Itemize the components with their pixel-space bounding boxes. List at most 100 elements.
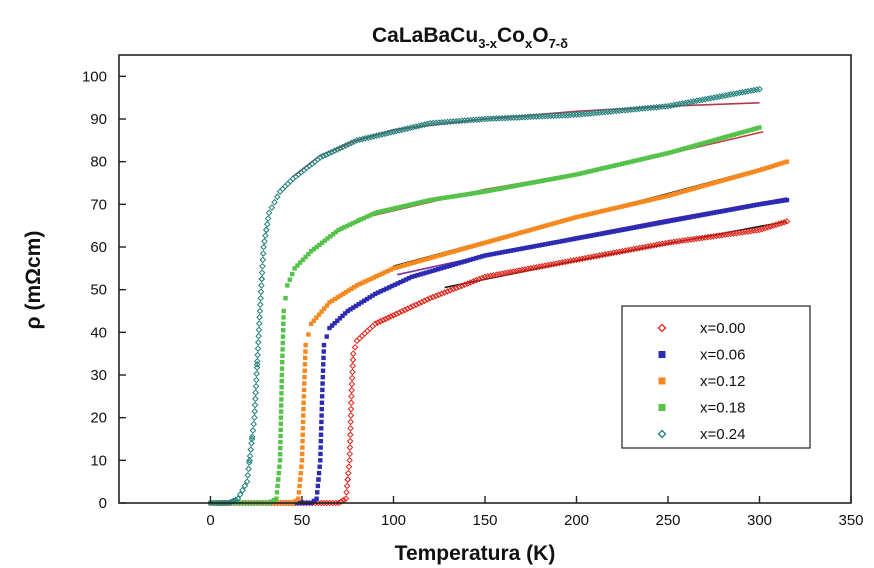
data-point xyxy=(414,259,419,265)
data-point xyxy=(661,239,669,247)
data-point xyxy=(498,270,506,277)
data-point xyxy=(260,243,267,251)
data-point xyxy=(421,271,426,276)
data-point xyxy=(427,197,433,203)
data-point xyxy=(617,204,622,210)
data-point xyxy=(300,445,305,450)
data-point xyxy=(252,389,260,396)
data-point xyxy=(645,155,651,160)
data-point xyxy=(761,224,769,232)
data-point xyxy=(395,309,403,316)
x-tick-label: 100 xyxy=(381,512,406,529)
data-point xyxy=(711,138,716,143)
data-point xyxy=(361,215,367,221)
data-point xyxy=(600,231,605,236)
data-point xyxy=(398,126,406,134)
data-point xyxy=(636,244,643,252)
data-point xyxy=(387,313,395,320)
data-point xyxy=(525,181,531,186)
data-point xyxy=(604,108,612,116)
data-point xyxy=(457,247,462,253)
data-point xyxy=(525,245,531,250)
data-point xyxy=(404,125,411,132)
data-point xyxy=(556,259,563,267)
data-point xyxy=(648,197,654,202)
data-point xyxy=(522,229,528,234)
data-point xyxy=(743,204,748,210)
data-point xyxy=(345,140,352,148)
data-point xyxy=(630,245,637,253)
data-point xyxy=(733,90,740,97)
data-point xyxy=(664,102,672,110)
data-point xyxy=(574,172,579,177)
data-point xyxy=(508,248,513,253)
data-point xyxy=(290,271,295,277)
data-point xyxy=(753,227,760,234)
data-point xyxy=(574,214,579,220)
data-point xyxy=(375,209,381,215)
data-point xyxy=(314,244,319,250)
data-point xyxy=(342,495,350,503)
data-point xyxy=(560,174,565,180)
y-tick-label: 40 xyxy=(90,324,107,341)
data-point xyxy=(521,266,529,273)
data-point xyxy=(442,195,447,201)
data-point xyxy=(541,262,549,269)
data-point xyxy=(454,248,459,253)
data-point xyxy=(261,238,268,245)
data-point xyxy=(471,256,476,262)
data-point xyxy=(750,86,758,94)
data-point xyxy=(501,269,509,277)
data-point xyxy=(276,470,282,476)
data-point xyxy=(410,201,415,207)
data-point xyxy=(404,305,411,313)
data-point xyxy=(628,226,634,231)
data-point xyxy=(392,282,398,287)
data-point xyxy=(250,420,257,428)
data-point xyxy=(548,241,553,246)
data-point xyxy=(281,315,286,320)
data-point xyxy=(470,278,477,285)
data-point xyxy=(327,300,332,305)
data-point xyxy=(321,342,327,348)
data-point xyxy=(536,113,543,120)
data-point xyxy=(553,260,560,267)
data-point xyxy=(504,269,512,276)
data-point xyxy=(445,195,450,200)
title-sub-2: x xyxy=(525,36,533,51)
data-point xyxy=(494,237,499,242)
data-point xyxy=(374,274,379,279)
data-point xyxy=(665,219,671,224)
data-point xyxy=(741,88,749,96)
data-point xyxy=(779,198,784,204)
data-point xyxy=(464,280,471,287)
data-point xyxy=(348,307,353,312)
series-x=0.06 xyxy=(208,197,790,506)
title-mid-1: Co xyxy=(497,24,525,47)
data-point xyxy=(688,144,694,149)
data-point xyxy=(459,260,464,265)
data-point xyxy=(381,287,386,293)
data-point xyxy=(257,288,265,296)
data-point xyxy=(342,142,349,149)
data-point xyxy=(436,196,441,201)
data-point xyxy=(346,288,351,293)
data-point xyxy=(276,477,281,482)
data-point xyxy=(760,201,765,207)
data-point xyxy=(373,210,378,216)
data-point xyxy=(616,107,623,115)
data-point xyxy=(667,239,675,246)
data-point xyxy=(614,162,619,168)
data-point xyxy=(772,221,780,229)
data-point xyxy=(519,230,525,235)
data-point xyxy=(371,320,379,328)
data-point xyxy=(505,234,511,239)
y-tick-label: 70 xyxy=(90,196,107,213)
data-point xyxy=(682,216,688,221)
data-point xyxy=(631,201,636,206)
data-point xyxy=(441,118,448,126)
data-point xyxy=(647,104,655,112)
data-point xyxy=(677,190,682,195)
data-point xyxy=(407,202,413,207)
data-point xyxy=(328,148,335,156)
